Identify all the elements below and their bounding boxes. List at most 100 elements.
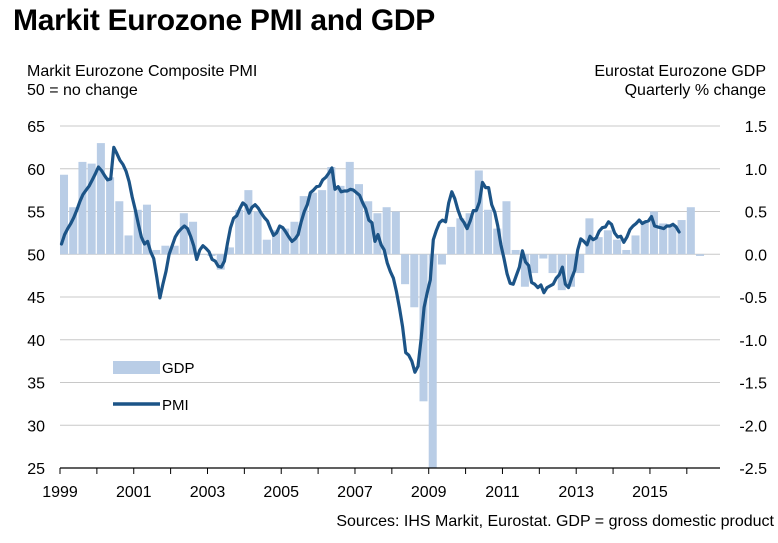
gdp-bar bbox=[493, 228, 502, 255]
right-axis-title-line1: Eurostat Eurozone GDP bbox=[594, 63, 766, 80]
gdp-bar bbox=[87, 163, 96, 255]
gdp-bar bbox=[668, 225, 677, 255]
right-axis-title-line2: Quarterly % change bbox=[624, 82, 766, 99]
gdp-bars bbox=[60, 143, 705, 468]
gdp-bar bbox=[96, 143, 105, 255]
gdp-bar bbox=[566, 254, 576, 287]
x-tick-label: 1999 bbox=[42, 484, 78, 501]
gdp-bar bbox=[189, 221, 198, 255]
right-tick-label: -2.0 bbox=[739, 418, 767, 435]
gdp-bar bbox=[511, 249, 520, 255]
gdp-bar bbox=[474, 170, 483, 255]
x-tick-label: 2003 bbox=[190, 484, 226, 501]
gdp-bar bbox=[437, 254, 446, 265]
gdp-bar bbox=[677, 220, 686, 255]
left-tick-label: 40 bbox=[27, 333, 45, 350]
gdp-bar bbox=[299, 196, 308, 255]
left-axis-title-line1: Markit Eurozone Composite PMI bbox=[27, 63, 258, 80]
right-axis-title: Eurostat Eurozone GDP Quarterly % change bbox=[594, 62, 766, 100]
gdp-bar bbox=[281, 228, 290, 255]
right-tick-label: 1.0 bbox=[745, 162, 767, 179]
gdp-bar bbox=[142, 204, 151, 255]
gdp-bar bbox=[327, 167, 336, 255]
gdp-bar bbox=[382, 207, 391, 255]
gdp-bar bbox=[198, 254, 207, 255]
left-tick-label: 60 bbox=[27, 162, 45, 179]
sources-note: Sources: IHS Markit, Eurostat. GDP = gro… bbox=[336, 513, 774, 530]
right-tick-label: -0.5 bbox=[739, 290, 767, 307]
gdp-bar bbox=[576, 254, 585, 274]
left-tick-label: 35 bbox=[27, 376, 45, 393]
pmi-series-line bbox=[59, 145, 681, 374]
left-tick-label: 50 bbox=[27, 247, 45, 264]
gdp-bar bbox=[60, 174, 69, 255]
x-tick-label: 2001 bbox=[116, 484, 152, 501]
gdp-bar bbox=[465, 213, 474, 255]
gdp-bar bbox=[594, 237, 603, 255]
gdp-bar bbox=[530, 254, 539, 274]
gdp-bar bbox=[124, 235, 133, 255]
gdp-bar bbox=[152, 249, 161, 255]
gdp-bar bbox=[179, 213, 188, 255]
gdp-bar bbox=[539, 254, 548, 259]
gdp-bar bbox=[401, 254, 410, 285]
x-tick-label: 2013 bbox=[558, 484, 594, 501]
x-tick-label: 2011 bbox=[485, 484, 520, 501]
gdp-bar bbox=[631, 235, 640, 255]
gdp-bar bbox=[696, 254, 705, 256]
gdp-bar bbox=[686, 207, 695, 255]
gdp-bar bbox=[502, 201, 511, 255]
legend-gdp-swatch bbox=[113, 361, 160, 374]
gdp-bar bbox=[640, 221, 649, 255]
legend-gdp-label: GDP bbox=[162, 360, 195, 377]
gdp-bar bbox=[520, 254, 529, 287]
pmi-line bbox=[59, 145, 681, 374]
gdp-bar bbox=[170, 245, 179, 255]
gdp-bar bbox=[484, 209, 493, 255]
left-tick-label: 30 bbox=[27, 418, 45, 435]
left-tick-label: 65 bbox=[27, 119, 45, 136]
gdp-bar bbox=[78, 161, 87, 255]
gdp-bar bbox=[548, 254, 557, 274]
gdp-bar bbox=[253, 211, 262, 255]
gdp-bar bbox=[354, 184, 363, 255]
right-tick-label: 0.0 bbox=[745, 247, 767, 264]
tick-labels: 65 60 55 50 45 40 35 30 25 1.5 1.0 0.5 0.0 -0.5 -1.0 -1… bbox=[27, 119, 767, 501]
gdp-bar bbox=[308, 192, 317, 255]
right-tick-label: -1.0 bbox=[739, 333, 767, 350]
right-tick-label: -1.5 bbox=[739, 376, 767, 393]
gdp-bar bbox=[613, 239, 622, 255]
gdp-bar bbox=[456, 218, 465, 255]
left-tick-label: 25 bbox=[27, 461, 45, 478]
gdp-bar bbox=[133, 209, 142, 255]
legend-pmi-label: PMI bbox=[162, 397, 189, 414]
gdp-bar bbox=[106, 177, 115, 255]
gdp-bar bbox=[649, 211, 658, 255]
gdp-bar bbox=[235, 209, 244, 255]
gdp-bar bbox=[410, 254, 419, 308]
gdp-bar bbox=[216, 254, 225, 270]
gdp-bar bbox=[318, 190, 327, 255]
gdp-bar bbox=[262, 239, 271, 255]
right-tick-label: 0.5 bbox=[745, 205, 767, 222]
gdp-bar bbox=[161, 245, 170, 255]
x-tick-label: 2007 bbox=[337, 484, 373, 501]
gdp-bar bbox=[345, 161, 354, 255]
left-axis-title-line2: 50 = no change bbox=[27, 82, 138, 99]
right-tick-label: -2.5 bbox=[739, 461, 767, 478]
left-tick-label: 55 bbox=[27, 205, 45, 222]
gdp-bar bbox=[336, 185, 345, 255]
gdp-bar bbox=[69, 207, 78, 255]
gridlines bbox=[60, 125, 720, 426]
gdp-bar bbox=[364, 201, 373, 255]
gdp-bar bbox=[659, 223, 668, 255]
gdp-bar bbox=[447, 226, 456, 255]
axes bbox=[59, 467, 720, 474]
chart-title: Markit Eurozone PMI and GDP bbox=[13, 4, 435, 37]
gdp-bar bbox=[622, 249, 631, 255]
x-tick-label: 2015 bbox=[632, 484, 668, 501]
gdp-bar bbox=[391, 211, 400, 255]
right-tick-label: 1.5 bbox=[745, 119, 767, 136]
legend: GDP PMI bbox=[113, 360, 195, 414]
